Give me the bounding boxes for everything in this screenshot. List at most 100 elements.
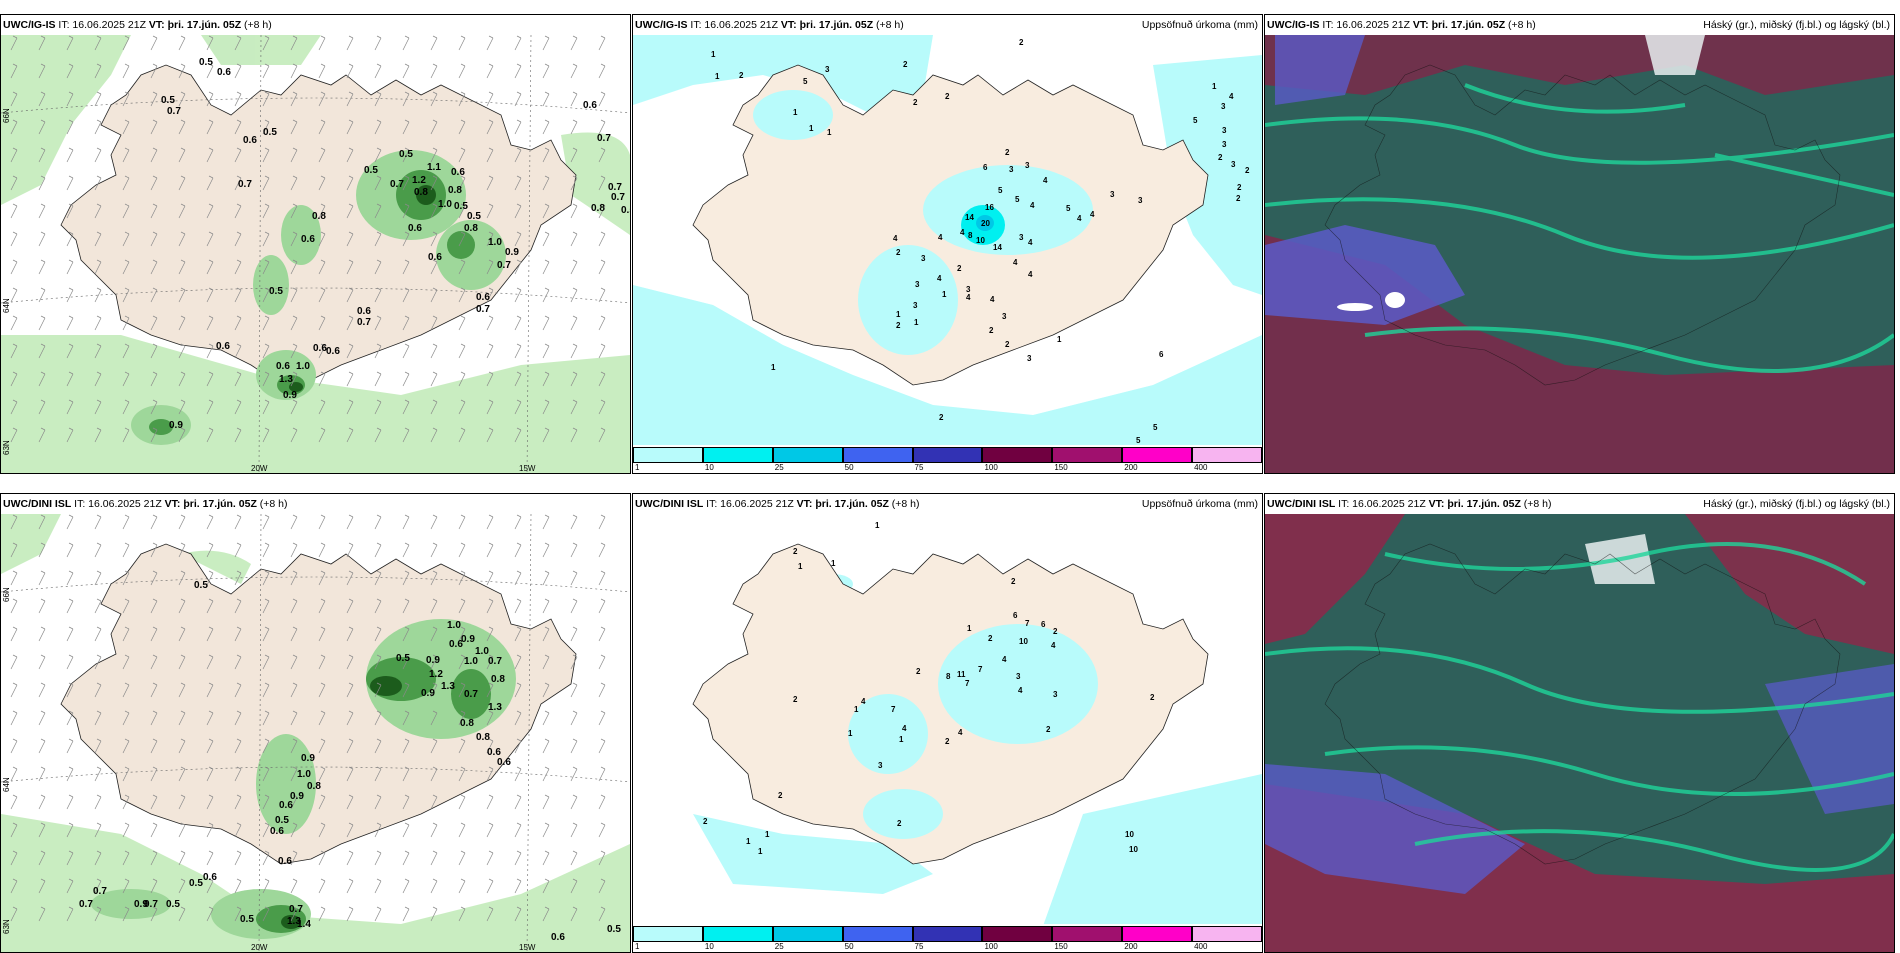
wind-barbs bbox=[10, 514, 606, 922]
wind-barb bbox=[374, 287, 382, 303]
map-value-label: 7 bbox=[978, 665, 983, 674]
map-value-label: 4 bbox=[1013, 258, 1018, 267]
map-value-label: 0.8 bbox=[448, 185, 462, 196]
map-value-label: 0.6 bbox=[278, 856, 292, 867]
wind-barb bbox=[374, 850, 382, 866]
wind-barb bbox=[486, 371, 494, 387]
map-value-label: 0.6 bbox=[243, 135, 257, 146]
map-value-label: 4 bbox=[902, 724, 907, 733]
wind-barb bbox=[122, 682, 130, 698]
wind-barb bbox=[514, 794, 522, 810]
panel-cloud-igis: UWC/IG-IS IT: 16.06.2025 21Z VT: þri. 17… bbox=[1264, 14, 1895, 474]
panel-header: UWC/IG-IS IT: 16.06.2025 21Z VT: þri. 17… bbox=[1265, 15, 1894, 35]
wind-barb bbox=[122, 822, 130, 838]
map-value-label: 3 bbox=[1002, 312, 1007, 321]
map-value-label: 2 bbox=[896, 321, 901, 330]
map-value-label: 0.8 bbox=[307, 781, 321, 792]
wind-barb bbox=[430, 626, 438, 642]
map-value-label: 0.8 bbox=[464, 223, 478, 234]
wind-barb bbox=[430, 147, 438, 163]
wind-barb bbox=[346, 371, 354, 387]
lon-label-15w: 15W bbox=[519, 464, 536, 473]
colorbar-swatch bbox=[702, 447, 773, 463]
wind-barb bbox=[514, 822, 522, 838]
wind-barb bbox=[10, 766, 18, 782]
wind-barb bbox=[598, 794, 606, 810]
map-value-label: 1 bbox=[831, 559, 836, 568]
wind-barb bbox=[598, 91, 606, 107]
wind-barb bbox=[234, 710, 242, 726]
wind-barb bbox=[430, 119, 438, 135]
wind-barb bbox=[10, 654, 18, 670]
wind-barb bbox=[374, 259, 382, 275]
wind-barb bbox=[514, 63, 522, 79]
map-value-label: 2 bbox=[903, 60, 908, 69]
wind-barb bbox=[318, 738, 326, 754]
wind-barb bbox=[290, 654, 298, 670]
lat-label-66n: 66N bbox=[2, 587, 11, 602]
wind-barb bbox=[430, 654, 438, 670]
map-value-label: 1 bbox=[967, 624, 972, 633]
wind-barb bbox=[402, 427, 410, 443]
wind-barb bbox=[346, 654, 354, 670]
wind-barb bbox=[374, 822, 382, 838]
wind-barb bbox=[150, 315, 158, 331]
wind-barb bbox=[430, 427, 438, 443]
wind-barb bbox=[542, 231, 550, 247]
wind-barb bbox=[542, 259, 550, 275]
wind-barb bbox=[150, 203, 158, 219]
colorbar-tick: 100 bbox=[984, 942, 998, 951]
wind-barb bbox=[178, 542, 186, 558]
map-value-label: 0.7 bbox=[611, 192, 625, 203]
map-value-label: 1.4 bbox=[297, 919, 311, 930]
map-value-label: 1 bbox=[715, 72, 720, 81]
wind-barb bbox=[486, 766, 494, 782]
map-value-label: 4 bbox=[990, 295, 995, 304]
panel-right-title: Uppsöfnuð úrkoma (mm) bbox=[1141, 498, 1258, 510]
wind-barb bbox=[234, 399, 242, 415]
colorbar-swatch bbox=[912, 447, 983, 463]
map-value-label: 7 bbox=[891, 705, 896, 714]
wind-barb bbox=[458, 598, 466, 614]
panel-header: UWC/IG-IS IT: 16.06.2025 21Z VT: þri. 17… bbox=[633, 15, 1262, 35]
wind-barb bbox=[402, 822, 410, 838]
wind-barb bbox=[178, 822, 186, 838]
wind-barb bbox=[66, 710, 74, 726]
wind-barb bbox=[10, 794, 18, 810]
wind-barb bbox=[234, 35, 242, 51]
map-value-label: 5 bbox=[1015, 195, 1020, 204]
wind-barb bbox=[402, 542, 410, 558]
wind-barb bbox=[542, 91, 550, 107]
wind-barb bbox=[402, 906, 410, 922]
map-value-label: 1 bbox=[848, 729, 853, 738]
wind-barb bbox=[402, 654, 410, 670]
wind-barb bbox=[290, 710, 298, 726]
wind-barb bbox=[122, 598, 130, 614]
wind-barb bbox=[374, 427, 382, 443]
map-value-label: 2 bbox=[945, 92, 950, 101]
map-value-label: 4 bbox=[938, 233, 943, 242]
wind-barb bbox=[514, 654, 522, 670]
lead-time: (+8 h) bbox=[259, 498, 288, 510]
wind-barb bbox=[374, 399, 382, 415]
wind-barb bbox=[542, 542, 550, 558]
wind-barb bbox=[374, 878, 382, 894]
panel-precip-dini: UWC/DINI ISL IT: 16.06.2025 21Z VT: þri.… bbox=[632, 493, 1263, 953]
wind-barb bbox=[514, 175, 522, 191]
wind-barb bbox=[458, 570, 466, 586]
wind-barb bbox=[38, 287, 46, 303]
wind-barb bbox=[178, 63, 186, 79]
wind-barb bbox=[206, 315, 214, 331]
wind-barb bbox=[150, 794, 158, 810]
map-value-label: 0.6 bbox=[326, 346, 340, 357]
wind-barb bbox=[598, 850, 606, 866]
map-value-label: 4 bbox=[1051, 641, 1056, 650]
map-value-label: 4 bbox=[1043, 176, 1048, 185]
wind-barb bbox=[234, 878, 242, 894]
wind-barb bbox=[346, 906, 354, 922]
wind-barb bbox=[10, 175, 18, 191]
map-value-label: 2 bbox=[896, 248, 901, 257]
wind-barb bbox=[346, 682, 354, 698]
wind-barb bbox=[94, 626, 102, 642]
wind-barb bbox=[598, 147, 606, 163]
